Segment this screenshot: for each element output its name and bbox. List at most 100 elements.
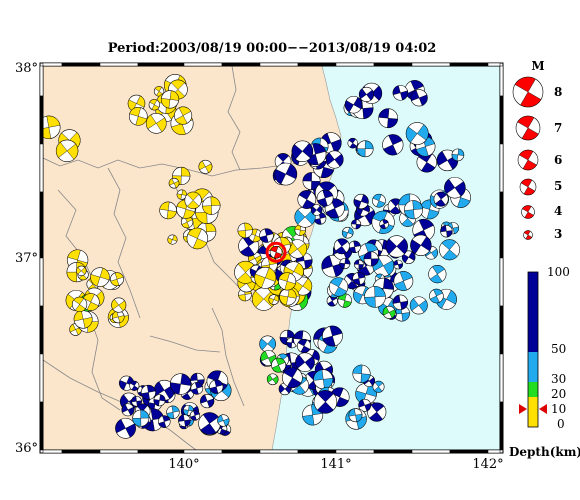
frame-bar xyxy=(39,353,44,403)
lat-tick-label: 37° xyxy=(15,251,38,266)
frame-bar xyxy=(499,353,504,403)
earthquake-mechanism-icon xyxy=(166,405,180,419)
mainshock-icon xyxy=(269,245,283,259)
frame-bar xyxy=(39,191,44,259)
earthquake-mechanism-icon xyxy=(43,115,61,139)
frame-bar xyxy=(39,257,44,307)
magnitude-label: 5 xyxy=(554,179,562,193)
frame-bar xyxy=(221,449,261,454)
magnitude-legend-icon xyxy=(512,76,544,108)
earthquake-mechanism-icon xyxy=(180,216,194,229)
earthquake-mechanism-icon xyxy=(110,272,124,287)
earthquake-mechanism-icon xyxy=(217,414,230,427)
earthquake-mechanism-icon xyxy=(259,228,274,243)
earthquake-mechanism-icon xyxy=(409,296,428,315)
earthquake-mechanism-icon xyxy=(129,380,140,391)
depth-tick-label: 20 xyxy=(551,387,566,401)
frame-bar xyxy=(499,95,504,145)
frame-bar xyxy=(335,449,375,454)
earthquake-mechanism-icon xyxy=(404,200,423,220)
frame-bar xyxy=(137,62,185,67)
earthquake-mechanism-icon xyxy=(268,294,280,305)
earthquake-mechanism-icon xyxy=(329,277,349,297)
earthquake-mechanism-icon xyxy=(429,288,444,304)
earthquake-mechanism-icon xyxy=(254,266,277,289)
earthquake-mechanism-icon xyxy=(363,251,379,267)
magnitude-legend-icon xyxy=(519,178,537,196)
earthquake-mechanism-icon xyxy=(428,265,447,284)
earthquake-mechanism-icon xyxy=(393,271,414,291)
frame-bar xyxy=(499,65,504,97)
map-area xyxy=(43,66,500,450)
earthquake-mechanism-icon xyxy=(344,95,363,114)
earthquake-mechanism-icon xyxy=(279,288,297,306)
earthquake-mechanism-icon xyxy=(372,380,385,393)
depth-band xyxy=(528,382,538,397)
earthquake-mechanism-icon xyxy=(358,398,372,412)
boundary-line xyxy=(227,66,241,171)
earthquake-mechanism-icon xyxy=(174,106,193,125)
earthquake-mechanism-icon xyxy=(131,395,142,407)
mainshock-marker xyxy=(265,241,287,263)
boundary-line xyxy=(149,335,221,353)
earthquake-mechanism-icon xyxy=(190,382,204,395)
earthquake-mechanism-icon xyxy=(353,259,364,270)
frame-bar xyxy=(499,305,504,355)
earthquake-mechanism-icon xyxy=(282,367,303,389)
earthquake-mechanism-icon xyxy=(313,369,334,390)
frame-bar xyxy=(499,143,504,193)
earthquake-mechanism-icon xyxy=(153,394,166,407)
earthquake-mechanism-icon xyxy=(347,137,359,149)
frame-bar xyxy=(499,191,504,259)
frame-bar xyxy=(259,62,299,67)
earthquake-mechanism-icon xyxy=(274,162,298,186)
earthquake-mechanism-icon xyxy=(73,309,93,329)
earthquake-mechanism-icon xyxy=(278,272,297,291)
earthquake-mechanism-icon xyxy=(148,99,161,111)
earthquake-mechanism-icon xyxy=(325,150,344,169)
lon-tick-label: 141° xyxy=(320,457,351,472)
frame-bar xyxy=(39,95,44,145)
earthquake-mechanism-icon xyxy=(436,149,459,172)
lat-tick-label: 38° xyxy=(15,61,38,76)
earthquake-mechanism-icon xyxy=(444,176,466,199)
earthquake-mechanism-icon xyxy=(379,219,389,229)
frame-bar xyxy=(39,401,44,451)
earthquake-mechanism-icon xyxy=(209,379,224,394)
magnitude-legend-icon xyxy=(517,149,539,171)
frame-bar xyxy=(61,449,101,454)
earthquake-mechanism-icon xyxy=(351,219,362,230)
frame-bar xyxy=(221,62,261,67)
frame-bar xyxy=(373,62,413,67)
frame-bar xyxy=(99,449,139,454)
magnitude-legend-icon xyxy=(523,230,533,240)
earthquake-mechanism-icon xyxy=(440,224,453,238)
frame-bar xyxy=(42,449,63,454)
earthquake-mechanism-icon xyxy=(169,373,192,395)
frame-bar xyxy=(42,62,63,67)
lat-tick-label: 36° xyxy=(15,441,38,456)
depth-color-scale: 100 50 30 20 10 0 Depth(km) xyxy=(509,265,580,459)
earthquake-mechanism-icon xyxy=(115,417,136,439)
depth-scale-frame xyxy=(527,271,539,428)
earthquake-mechanism-icon xyxy=(302,172,321,191)
earthquake-mechanism-icon xyxy=(310,204,323,216)
frame-bar xyxy=(499,257,504,307)
earthquake-mechanism-icon xyxy=(416,152,437,173)
frame-bar xyxy=(499,401,504,451)
frame-bar xyxy=(487,449,501,454)
frame-bar xyxy=(449,62,489,67)
earthquake-mechanism-icon xyxy=(293,276,313,296)
earthquake-mechanism-icon xyxy=(271,357,287,373)
earthquake-mechanism-icon xyxy=(202,196,221,215)
earthquake-mechanism-icon xyxy=(401,250,416,264)
frame-bar xyxy=(411,62,451,67)
frame-bar xyxy=(297,449,337,454)
earthquake-mechanism-icon xyxy=(158,415,171,428)
earthquake-mechanism-icon xyxy=(184,191,202,209)
earthquake-mechanism-icon xyxy=(353,193,369,210)
earthquake-mechanism-icon xyxy=(259,335,276,353)
frame-bar xyxy=(99,62,139,67)
depth-tick-label: 30 xyxy=(551,372,566,386)
